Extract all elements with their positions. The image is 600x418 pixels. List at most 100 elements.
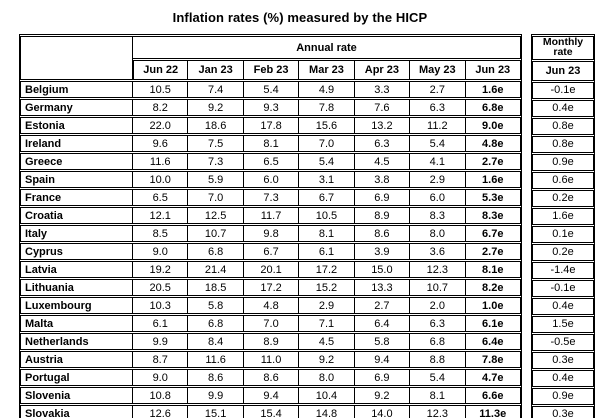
monthly-column-header: Jun 23 bbox=[532, 60, 594, 81]
annual-value-cell: 4.8 bbox=[243, 297, 300, 314]
annual-value-cell: 7.1 bbox=[299, 315, 355, 332]
table-row-portugal: Portugal 9.0 8.6 8.6 8.0 6.9 5.4 4.7e bbox=[20, 369, 521, 386]
monthly-value-cell: 0.9e bbox=[532, 153, 594, 171]
annual-value-cell: 6.0 bbox=[410, 189, 466, 206]
table-row-italy: Italy 8.5 10.7 9.8 8.1 8.6 8.0 6.7e bbox=[20, 225, 521, 242]
annual-value-cell: 8.2 bbox=[133, 99, 189, 116]
table-row-slovakia: Slovakia 12.6 15.1 15.4 14.8 14.0 12.3 11.3e bbox=[20, 405, 521, 418]
annual-value-cell: 8.3e bbox=[465, 207, 521, 224]
annual-value-cell: 2.7 bbox=[410, 81, 466, 98]
annual-column-header-apr-23: Apr 23 bbox=[354, 60, 411, 80]
table-row-latvia: Latvia 19.2 21.4 20.1 17.2 15.0 12.3 8.1e bbox=[20, 261, 521, 278]
annual-value-cell: 12.6 bbox=[133, 405, 189, 418]
annual-value-cell: 7.3 bbox=[188, 153, 244, 170]
annual-value-cell: 9.9 bbox=[188, 387, 244, 404]
annual-value-cell: 10.5 bbox=[133, 81, 189, 98]
annual-value-cell: 18.6 bbox=[188, 117, 244, 134]
annual-value-cell: 8.6 bbox=[188, 369, 244, 386]
country-cell-germany: Germany bbox=[20, 99, 133, 116]
annual-value-cell: 12.1 bbox=[133, 207, 189, 224]
annual-value-cell: 5.9 bbox=[188, 171, 244, 188]
annual-value-cell: 8.0 bbox=[410, 225, 466, 242]
monthly-group-header-row: Monthly rate bbox=[532, 36, 594, 60]
country-cell-luxembourg: Luxembourg bbox=[20, 297, 133, 314]
table-row-luxembourg: Luxembourg 10.3 5.8 4.8 2.9 2.7 2.0 1.0e bbox=[20, 297, 521, 314]
annual-value-cell: 10.4 bbox=[299, 387, 355, 404]
annual-value-cell: 8.6 bbox=[354, 225, 411, 242]
monthly-row-slovenia: 0.9e bbox=[532, 387, 594, 405]
annual-value-cell: 6.1e bbox=[465, 315, 521, 332]
corner-cell bbox=[20, 36, 133, 80]
monthly-row-ireland: 0.8e bbox=[532, 135, 594, 153]
annual-value-cell: 6.7 bbox=[243, 243, 300, 260]
annual-column-header-feb-23: Feb 23 bbox=[243, 60, 300, 80]
annual-value-cell: 8.1 bbox=[410, 387, 466, 404]
monthly-value-cell: 0.2e bbox=[532, 243, 594, 261]
country-cell-austria: Austria bbox=[20, 351, 133, 368]
annual-value-cell: 19.2 bbox=[133, 261, 189, 278]
annual-column-header-jun-22: Jun 22 bbox=[133, 60, 189, 80]
monthly-value-cell: -0.1e bbox=[532, 81, 594, 99]
annual-value-cell: 6.5 bbox=[133, 189, 189, 206]
country-cell-italy: Italy bbox=[20, 225, 133, 242]
country-cell-ireland: Ireland bbox=[20, 135, 133, 152]
annual-value-cell: 7.5 bbox=[188, 135, 244, 152]
annual-value-cell: 6.1 bbox=[133, 315, 189, 332]
annual-value-cell: 1.6e bbox=[465, 171, 521, 188]
annual-value-cell: 13.3 bbox=[354, 279, 411, 296]
annual-value-cell: 8.4 bbox=[188, 333, 244, 350]
monthly-value-cell: 0.2e bbox=[532, 189, 594, 207]
annual-value-cell: 9.4 bbox=[354, 351, 411, 368]
table-row-cyprus: Cyprus 9.0 6.8 6.7 6.1 3.9 3.6 2.7e bbox=[20, 243, 521, 260]
country-cell-estonia: Estonia bbox=[20, 117, 133, 134]
monthly-value-cell: 0.8e bbox=[532, 117, 594, 135]
annual-column-header-jun-23: Jun 23 bbox=[465, 60, 521, 80]
annual-value-cell: 4.7e bbox=[465, 369, 521, 386]
annual-value-cell: 12.3 bbox=[410, 261, 466, 278]
annual-value-cell: 17.2 bbox=[299, 261, 355, 278]
monthly-value-cell: -1.4e bbox=[532, 261, 594, 279]
annual-value-cell: 15.0 bbox=[354, 261, 411, 278]
annual-value-cell: 17.8 bbox=[243, 117, 300, 134]
country-cell-malta: Malta bbox=[20, 315, 133, 332]
annual-value-cell: 8.6 bbox=[243, 369, 300, 386]
monthly-value-cell: -0.1e bbox=[532, 279, 594, 297]
monthly-rate-table: Monthly rate Jun 23 -0.1e 0.4e 0.8e 0.8e 0.9… bbox=[531, 34, 595, 418]
annual-value-cell: 10.0 bbox=[133, 171, 189, 188]
annual-column-header-jan-23: Jan 23 bbox=[188, 60, 244, 80]
annual-value-cell: 9.0 bbox=[133, 243, 189, 260]
annual-value-cell: 6.0 bbox=[243, 171, 300, 188]
country-cell-croatia: Croatia bbox=[20, 207, 133, 224]
monthly-row-greece: 0.9e bbox=[532, 153, 594, 171]
annual-value-cell: 1.6e bbox=[465, 81, 521, 98]
table-row-slovenia: Slovenia 10.8 9.9 9.4 10.4 9.2 8.1 6.6e bbox=[20, 387, 521, 404]
monthly-rate-header-text: Monthly rate bbox=[542, 36, 584, 58]
annual-value-cell: 9.4 bbox=[243, 387, 300, 404]
annual-value-cell: 17.2 bbox=[243, 279, 300, 296]
annual-value-cell: 6.3 bbox=[354, 135, 411, 152]
monthly-row-luxembourg: 0.4e bbox=[532, 297, 594, 315]
country-cell-slovakia: Slovakia bbox=[20, 405, 133, 418]
annual-value-cell: 11.6 bbox=[188, 351, 244, 368]
annual-value-cell: 2.7e bbox=[465, 153, 521, 170]
table-row-ireland: Ireland 9.6 7.5 8.1 7.0 6.3 5.4 4.8e bbox=[20, 135, 521, 152]
country-cell-portugal: Portugal bbox=[20, 369, 133, 386]
annual-value-cell: 5.4 bbox=[410, 135, 466, 152]
annual-value-cell: 5.8 bbox=[188, 297, 244, 314]
monthly-value-cell: 0.6e bbox=[532, 171, 594, 189]
annual-value-cell: 5.4 bbox=[299, 153, 355, 170]
annual-column-header-mar-23: Mar 23 bbox=[299, 60, 355, 80]
annual-value-cell: 6.8e bbox=[465, 99, 521, 116]
annual-value-cell: 4.5 bbox=[299, 333, 355, 350]
annual-value-cell: 10.3 bbox=[133, 297, 189, 314]
annual-group-header-row: Annual rate bbox=[20, 36, 521, 80]
annual-month-header-row: Jun 22 Jan 23 Feb 23 Mar 23 Apr 23 May 23 Jun … bbox=[20, 60, 521, 80]
annual-value-cell: 10.8 bbox=[133, 387, 189, 404]
annual-value-cell: 8.3 bbox=[410, 207, 466, 224]
annual-value-cell: 9.9 bbox=[133, 333, 189, 350]
monthly-value-cell: 1.6e bbox=[532, 207, 594, 225]
annual-value-cell: 9.2 bbox=[188, 99, 244, 116]
annual-value-cell: 10.7 bbox=[188, 225, 244, 242]
table-row-france: France 6.5 7.0 7.3 6.7 6.9 6.0 5.3e bbox=[20, 189, 521, 206]
annual-value-cell: 7.4 bbox=[188, 81, 244, 98]
